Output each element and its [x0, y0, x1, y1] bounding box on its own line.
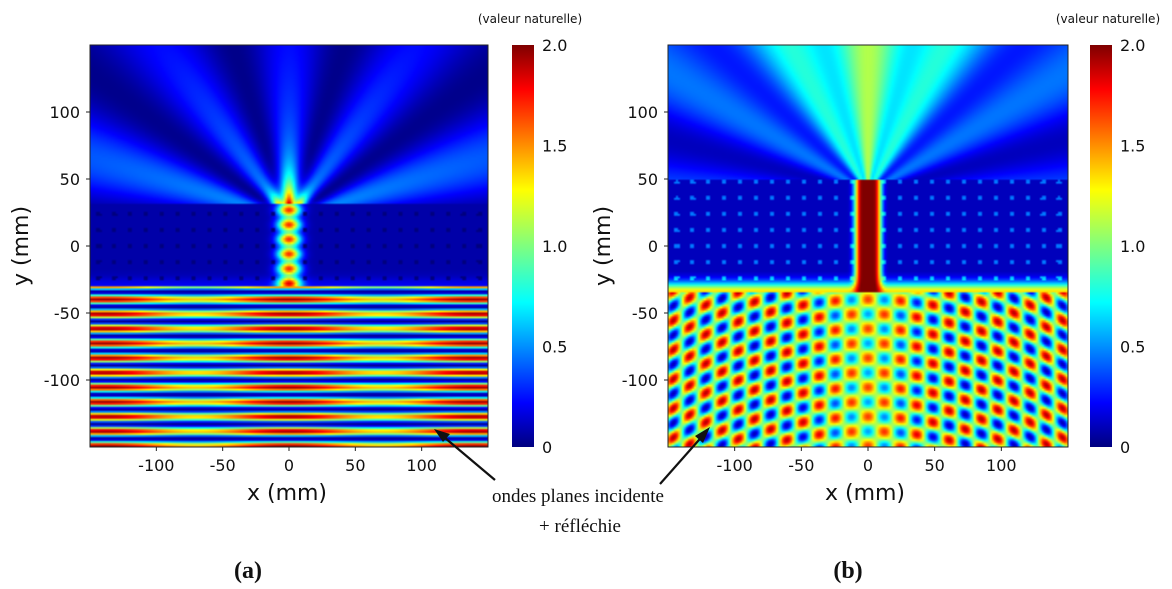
y-tick-label: -50 [54, 304, 80, 323]
x-tick-label: -50 [210, 456, 236, 475]
panel-label-b: (b) [833, 558, 862, 584]
colorbar-tick-label: 0.5 [1120, 338, 1145, 357]
annotation-arrow-b [659, 431, 707, 485]
colorbar-a [512, 45, 534, 447]
colorbar-tick-label: 1.5 [1120, 137, 1145, 156]
colorbar-b [1090, 45, 1112, 447]
y-axis-label-b: y (mm) [591, 206, 616, 286]
colorbar-tick-label: 1.0 [542, 237, 567, 256]
colorbar-tick-label: 1.0 [1120, 237, 1145, 256]
colorbar-ticks-a: 2.0 1.5 1.0 0.5 0 [542, 36, 567, 457]
y-tick-label: 0 [70, 237, 80, 256]
x-axis-label-b: x (mm) [825, 481, 905, 506]
x-tick-label: 100 [406, 456, 437, 475]
colorbar-tick-label: 0 [1120, 438, 1130, 457]
colorbar-tick-label: 0 [542, 438, 552, 457]
annotation-arrow-a [437, 431, 496, 481]
x-tick-label: -50 [788, 456, 814, 475]
y-tick-label: 100 [627, 103, 658, 122]
y-ticks-b: 100 50 0 -50 -100 [622, 103, 668, 390]
x-tick-label: 50 [924, 456, 944, 475]
x-tick-label: 0 [863, 456, 873, 475]
panel-label-a: (a) [234, 558, 262, 584]
y-tick-label: -100 [44, 371, 80, 390]
x-tick-label: -100 [138, 456, 174, 475]
y-tick-label: -100 [622, 371, 658, 390]
colorbar-tick-label: 0.5 [542, 338, 567, 357]
annotation-arrowhead-b [695, 427, 710, 443]
colorbar-title-a: (valeur naturelle) [478, 12, 582, 26]
annotation-arrowhead-a [434, 429, 450, 442]
y-tick-label: 100 [49, 103, 80, 122]
colorbar-tick-label: 2.0 [1120, 36, 1145, 55]
y-tick-label: 50 [60, 170, 80, 189]
y-tick-label: 50 [638, 170, 658, 189]
x-tick-label: 100 [986, 456, 1017, 475]
x-ticks-b: -100 -50 0 50 100 [717, 447, 1017, 475]
colorbar-tick-label: 1.5 [542, 137, 567, 156]
x-tick-label: -100 [717, 456, 753, 475]
annotation: ondes planes incidente + réfléchie [434, 427, 710, 537]
y-ticks-a: 100 50 0 -50 -100 [44, 103, 90, 390]
colorbar-title-b: (valeur naturelle) [1056, 12, 1160, 26]
heatmap-b [668, 45, 1068, 447]
x-tick-label: 50 [345, 456, 365, 475]
x-ticks-a: -100 -50 0 50 100 [138, 447, 437, 475]
colorbar-ticks-b: 2.0 1.5 1.0 0.5 0 [1120, 36, 1145, 457]
annotation-line-2: + réfléchie [539, 516, 621, 537]
y-tick-label: -50 [632, 304, 658, 323]
panel-a: -100 -50 0 50 100 100 50 0 -50 -100 x (mm) y (mm… [9, 12, 582, 584]
x-tick-label: 0 [284, 456, 294, 475]
x-axis-label-a: x (mm) [247, 481, 327, 506]
y-tick-label: 0 [648, 237, 658, 256]
heatmap-a [90, 45, 488, 447]
colorbar-tick-label: 2.0 [542, 36, 567, 55]
y-axis-label-a: y (mm) [9, 206, 34, 286]
panel-b: -100 -50 0 50 100 100 50 0 -50 -100 x (mm) y (mm… [591, 12, 1160, 584]
annotation-line-1: ondes planes incidente [492, 486, 664, 507]
